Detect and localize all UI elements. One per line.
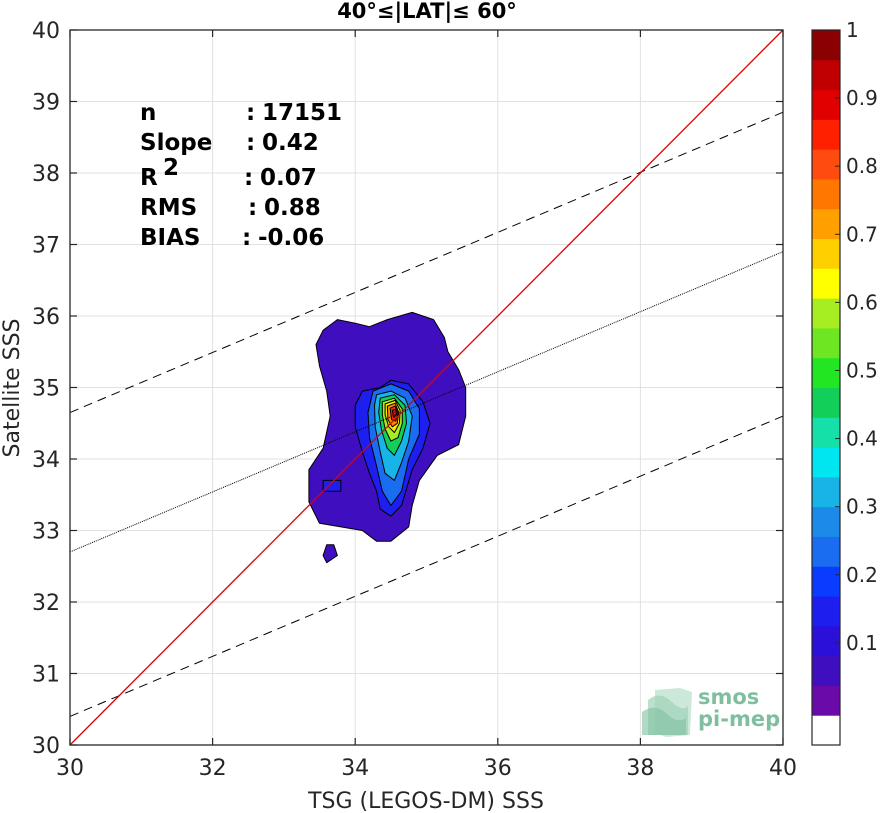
colorbar-tick-label: 0.3 (846, 495, 878, 519)
colorbar (811, 29, 841, 746)
colorbar-band (812, 89, 840, 120)
stat-label: n (140, 100, 156, 126)
stat-separator: : (246, 130, 255, 156)
y-tick-label: 31 (32, 663, 60, 688)
stat-value: 0.07 (260, 165, 317, 191)
colorbar-band (812, 30, 840, 61)
colorbar-band (812, 506, 840, 537)
colorbar-band (812, 178, 840, 210)
colorbar-tick-label: 0.6 (846, 290, 878, 314)
y-tick-label: 40 (32, 19, 60, 44)
y-tick-label: 39 (32, 91, 60, 116)
stat-label: Slope (140, 130, 212, 156)
x-tick-label: 38 (626, 756, 654, 781)
y-tick-label: 37 (32, 234, 60, 259)
colorbar-band (812, 655, 840, 686)
colorbar-tick-label: 1 (846, 18, 859, 42)
colorbar-tick-label: 0.8 (846, 154, 878, 178)
x-axis-ticks: 30 32 34 36 38 40 (56, 30, 797, 781)
stat-label-superscript: 2 (163, 155, 179, 181)
stat-label: R (140, 165, 158, 191)
colorbar-band (812, 536, 840, 567)
colorbar-band (812, 566, 840, 597)
colorbar-band (812, 268, 840, 299)
colorbar-band (812, 476, 840, 508)
y-axis-ticks: 30 31 32 33 34 35 36 37 38 39 40 (32, 19, 783, 759)
colorbar-band (812, 596, 840, 627)
colorbar-tick-label: 0.2 (846, 563, 878, 587)
colorbar-band (812, 625, 840, 657)
x-tick-label: 34 (341, 756, 369, 781)
colorbar-band (812, 327, 840, 359)
x-tick-label: 40 (769, 756, 797, 781)
stats-box: n: 17151 Slope: 0.42 R 2: 0.07 RMS: 0.88 BIAS… (140, 100, 342, 251)
wave-logo-icon (642, 688, 692, 737)
x-tick-label: 32 (199, 756, 227, 781)
y-tick-label: 32 (32, 591, 60, 616)
colorbar-band (812, 447, 840, 478)
chart-title: 40°≤|LAT|≤ 60° (337, 0, 517, 24)
y-tick-label: 38 (32, 162, 60, 187)
logo-text-smos: smos (698, 685, 759, 709)
colorbar-band (812, 149, 840, 180)
colorbar-ticks: 0.1 0.2 0.3 0.4 0.5 0.6 0.7 0.8 0.9 1 (835, 18, 878, 655)
y-tick-label: 33 (32, 520, 60, 545)
x-axis-label: TSG (LEGOS-DM) SSS (307, 789, 544, 813)
stat-label: RMS (140, 195, 197, 221)
colorbar-tick-label: 0.9 (846, 86, 878, 110)
y-tick-label: 30 (32, 734, 60, 759)
regression-line (69, 251, 784, 553)
stat-separator: : (244, 165, 253, 191)
colorbar-tick-label: 0.4 (846, 427, 878, 451)
stat-value: 0.42 (262, 130, 319, 156)
smos-pi-mep-logo: smos pi-mep (642, 685, 780, 737)
y-tick-label: 35 (32, 377, 60, 402)
logo-text-pi-mep: pi-mep (698, 707, 780, 731)
one-to-one-line (69, 29, 784, 746)
y-axis-label: Satellite SSS (0, 319, 25, 458)
colorbar-band (812, 298, 840, 329)
colorbar-band (812, 417, 840, 448)
upper-bound-line (69, 111, 784, 413)
colorbar-band (812, 715, 840, 746)
colorbar-band (812, 685, 840, 716)
colorbar-band (812, 387, 840, 418)
y-tick-label: 36 (32, 305, 60, 330)
density-contour-3 (322, 479, 342, 492)
density-contour-1 (322, 544, 338, 564)
stat-value: -0.06 (258, 225, 324, 251)
stat-label: BIAS (140, 225, 200, 251)
stat-value: 0.88 (264, 195, 321, 221)
colorbar-band (812, 357, 840, 388)
lower-bound-line (69, 415, 784, 717)
colorbar-tick-label: 0.1 (846, 631, 878, 655)
reference-lines (69, 29, 784, 746)
colorbar-frame (811, 29, 841, 746)
stat-separator: : (246, 100, 255, 126)
colorbar-band (812, 119, 840, 150)
x-tick-label: 36 (484, 756, 512, 781)
colorbar-tick-label: 0.7 (846, 222, 878, 246)
colorbar-band (812, 59, 840, 91)
stat-separator: : (248, 195, 257, 221)
x-tick-label: 30 (56, 756, 84, 781)
colorbar-band (812, 238, 840, 269)
colorbar-tick-label: 0.5 (846, 358, 878, 382)
y-tick-label: 34 (32, 448, 60, 473)
stat-separator: : (242, 225, 251, 251)
stat-value: 17151 (262, 100, 342, 126)
